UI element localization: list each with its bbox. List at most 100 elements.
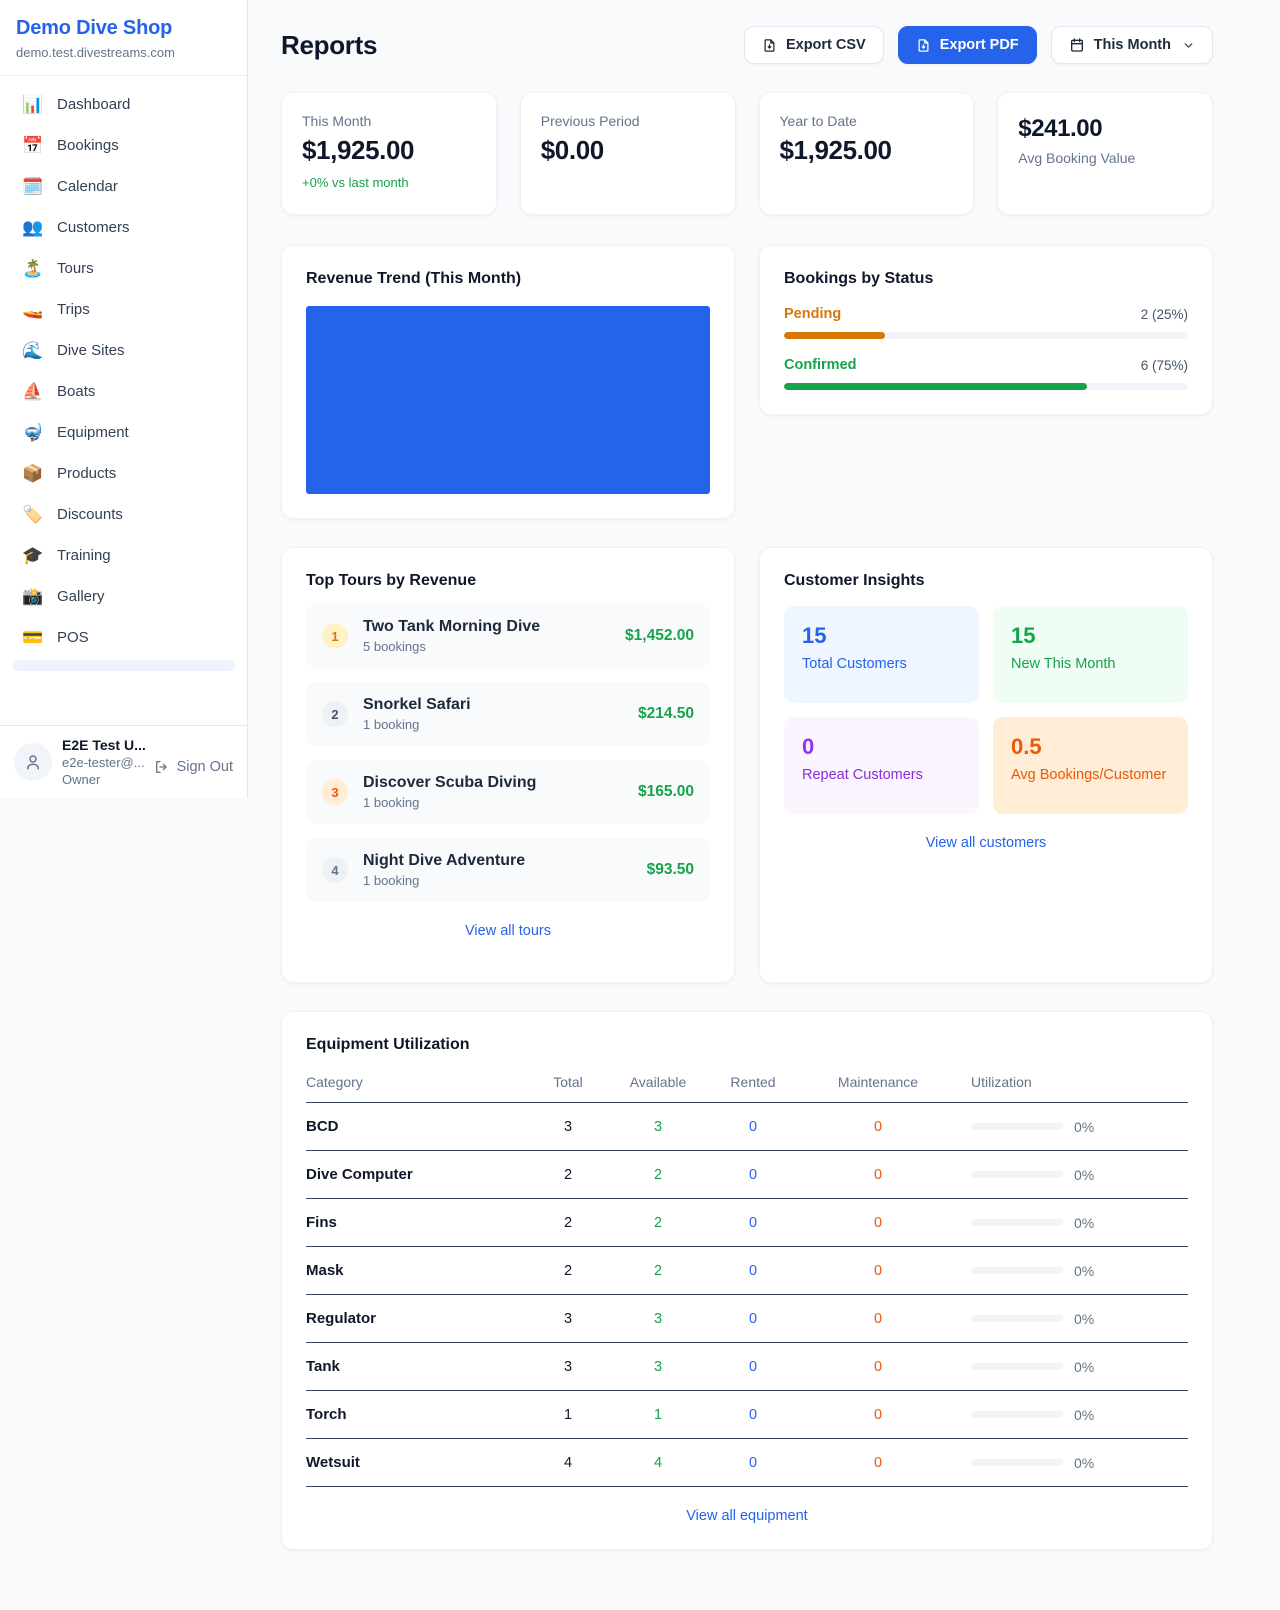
export-pdf-button[interactable]: Export PDF (897, 26, 1037, 64)
sidebar-header: Demo Dive Shop demo.test.divestreams.com (0, 0, 247, 76)
table-row: Torch 1 1 0 0 0% (306, 1391, 1188, 1439)
revenue-trend-title: Revenue Trend (This Month) (306, 270, 522, 287)
sign-out-icon (155, 761, 167, 773)
column-header: Rented (730, 1074, 776, 1090)
calendar-date-icon: 📅 (22, 136, 44, 155)
period-dropdown[interactable]: This Month (1050, 26, 1213, 64)
equipment-rented: 0 (748, 1358, 758, 1375)
stat-value: $1,925.00 (779, 135, 892, 165)
tile-value: 15 (802, 623, 827, 648)
stat-card-this-month: This Month $1,925.00 +0% vs last month (281, 92, 497, 215)
view-all-equipment-link[interactable]: View all equipment (686, 1508, 808, 1524)
equipment-utilization-cell: 0% (953, 1167, 1188, 1183)
header-actions: Export CSV Export PDF This Month (743, 26, 1213, 64)
spiral-calendar-icon: 🗓️ (22, 177, 44, 196)
view-all-tours-link[interactable]: View all tours (465, 923, 551, 939)
speedboat-icon: 🚤 (22, 300, 44, 319)
utilization-bar-track (971, 1267, 1063, 1274)
sidebar-item-boats[interactable]: ⛵ Boats (10, 373, 237, 410)
equipment-total: 2 (563, 1214, 573, 1231)
user-section: E2E Test U... e2e-tester@... Owner Sign … (0, 725, 247, 798)
utilization-percent: 0% (1074, 1118, 1095, 1135)
status-bar-track (784, 383, 1188, 390)
tile-new-this-month: 15 New This Month (993, 606, 1188, 703)
sidebar-item-pos[interactable]: 💳 POS (10, 619, 237, 656)
bar-chart-icon: 📊 (22, 95, 44, 114)
tour-row: 4 Night Dive Adventure 1 booking $93.50 (306, 838, 710, 902)
equipment-category: Mask (306, 1262, 344, 1279)
utilization-percent: 0% (1074, 1214, 1095, 1231)
sidebar-item-discounts[interactable]: 🏷️ Discounts (10, 496, 237, 533)
sidebar-item-label: Bookings (57, 137, 119, 154)
status-bar-track (784, 332, 1188, 339)
tile-value: 15 (1011, 623, 1036, 648)
sidebar-item-active-partial[interactable] (12, 660, 235, 671)
equipment-table-header: Category Total Available Rented Maintena… (306, 1074, 1188, 1103)
equipment-rented: 0 (748, 1406, 758, 1423)
file-download-icon (764, 38, 775, 52)
tile-label: Avg Bookings/Customer (1011, 767, 1167, 783)
equipment-maintenance: 0 (873, 1406, 883, 1423)
customer-insights-title: Customer Insights (784, 572, 925, 589)
user-meta: E2E Test U... e2e-tester@... Owner (62, 737, 146, 787)
sidebar-item-gallery[interactable]: 📸 Gallery (10, 578, 237, 615)
tour-amount: $165.00 (637, 783, 694, 800)
equipment-category: BCD (306, 1118, 339, 1135)
equipment-rented: 0 (748, 1262, 758, 1279)
sidebar-item-label: Customers (57, 219, 130, 236)
status-bar-fill (784, 332, 885, 339)
sidebar-item-label: POS (57, 629, 89, 646)
equipment-available: 3 (653, 1118, 663, 1135)
rank-badge: 3 (322, 779, 348, 805)
equipment-available: 2 (653, 1166, 663, 1183)
equipment-available: 1 (653, 1406, 663, 1423)
sidebar: Demo Dive Shop demo.test.divestreams.com… (0, 0, 248, 798)
table-row: Mask 2 2 0 0 0% (306, 1247, 1188, 1295)
tile-total-customers: 15 Total Customers (784, 606, 979, 703)
equipment-utilization-cell: 0% (953, 1263, 1188, 1279)
sidebar-item-customers[interactable]: 👥 Customers (10, 209, 237, 246)
equipment-total: 3 (563, 1358, 573, 1375)
sidebar-item-bookings[interactable]: 📅 Bookings (10, 127, 237, 164)
graduation-cap-icon: 🎓 (22, 546, 44, 565)
stat-label: Year to Date (779, 113, 857, 129)
sidebar-item-label: Trips (57, 301, 90, 318)
utilization-percent: 0% (1074, 1166, 1095, 1183)
wave-icon: 🌊 (22, 341, 44, 360)
column-header: Total (553, 1074, 583, 1090)
equipment-available: 2 (653, 1214, 663, 1231)
tour-amount: $93.50 (646, 861, 694, 878)
equipment-total: 4 (563, 1454, 573, 1471)
tour-row: 1 Two Tank Morning Dive 5 bookings $1,45… (306, 604, 710, 668)
equipment-utilization-cell: 0% (953, 1455, 1188, 1471)
sidebar-item-tours[interactable]: 🏝️ Tours (10, 250, 237, 287)
tour-row: 3 Discover Scuba Diving 1 booking $165.0… (306, 760, 710, 824)
view-all-customers-link[interactable]: View all customers (925, 835, 1047, 851)
sidebar-item-equipment[interactable]: 🤿 Equipment (10, 414, 237, 451)
sailboat-icon: ⛵ (22, 382, 44, 401)
column-header: Maintenance (837, 1074, 919, 1090)
sidebar-item-calendar[interactable]: 🗓️ Calendar (10, 168, 237, 205)
utilization-bar-track (971, 1315, 1063, 1322)
equipment-total: 1 (563, 1406, 573, 1423)
sidebar-item-products[interactable]: 📦 Products (10, 455, 237, 492)
stat-value: $241.00 (1018, 115, 1103, 142)
equipment-maintenance: 0 (873, 1262, 883, 1279)
sidebar-item-label: Equipment (57, 424, 129, 441)
credit-card-icon: 💳 (22, 628, 44, 647)
sidebar-item-training[interactable]: 🎓 Training (10, 537, 237, 574)
calendar-icon (1070, 38, 1083, 52)
export-csv-button[interactable]: Export CSV (743, 26, 884, 64)
insight-tiles: 15 Total Customers 15 New This Month 0 R… (784, 606, 1188, 814)
sidebar-item-label: Training (57, 547, 111, 564)
sign-out-button[interactable]: Sign Out (154, 759, 233, 775)
rank-badge: 4 (322, 857, 348, 883)
sidebar-item-trips[interactable]: 🚤 Trips (10, 291, 237, 328)
sign-out-label: Sign Out (176, 759, 233, 775)
export-csv-label: Export CSV (785, 37, 866, 53)
table-row: Fins 2 2 0 0 0% (306, 1199, 1188, 1247)
rank-badge: 1 (322, 623, 348, 649)
tile-label: New This Month (1011, 656, 1116, 672)
sidebar-item-dive-sites[interactable]: 🌊 Dive Sites (10, 332, 237, 369)
sidebar-item-dashboard[interactable]: 📊 Dashboard (10, 86, 237, 123)
